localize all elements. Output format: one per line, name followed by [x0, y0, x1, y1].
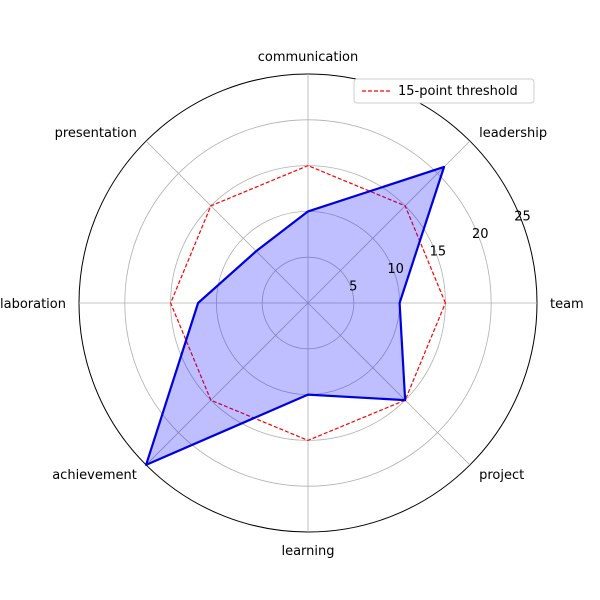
category-label-team: team [550, 297, 584, 312]
tick-label-15: 15 [430, 244, 447, 259]
tick-label-10: 10 [387, 262, 404, 277]
legend: 15-point threshold [353, 78, 535, 104]
category-label-project: project [479, 468, 524, 483]
legend-frame [353, 78, 535, 104]
series-area-skills [146, 166, 445, 465]
threshold-line [169, 164, 447, 442]
radial-tick-labels: 5 10 15 20 25 [349, 209, 531, 294]
tick-label-5: 5 [349, 279, 357, 294]
tick-label-20: 20 [472, 227, 489, 242]
category-label-leadership: leadership [479, 126, 547, 141]
tick-label-25: 25 [514, 209, 531, 224]
category-label-communication: communication [258, 50, 359, 65]
category-label-learning: learning [281, 544, 334, 559]
spoke-presentation [145, 140, 309, 304]
category-labels: team leadership communication presentation c… [0, 50, 584, 559]
spoke-project [307, 302, 471, 466]
threshold-series [169, 164, 447, 442]
category-label-presentation: presentation [55, 126, 137, 141]
data-series [144, 165, 446, 467]
legend-threshold-label: 15-point threshold [398, 84, 518, 99]
grid [78, 73, 538, 533]
category-label-collaboration: collaboration [0, 297, 66, 312]
spoke-achievement [145, 302, 309, 466]
category-label-achievement: achievement [52, 468, 137, 483]
